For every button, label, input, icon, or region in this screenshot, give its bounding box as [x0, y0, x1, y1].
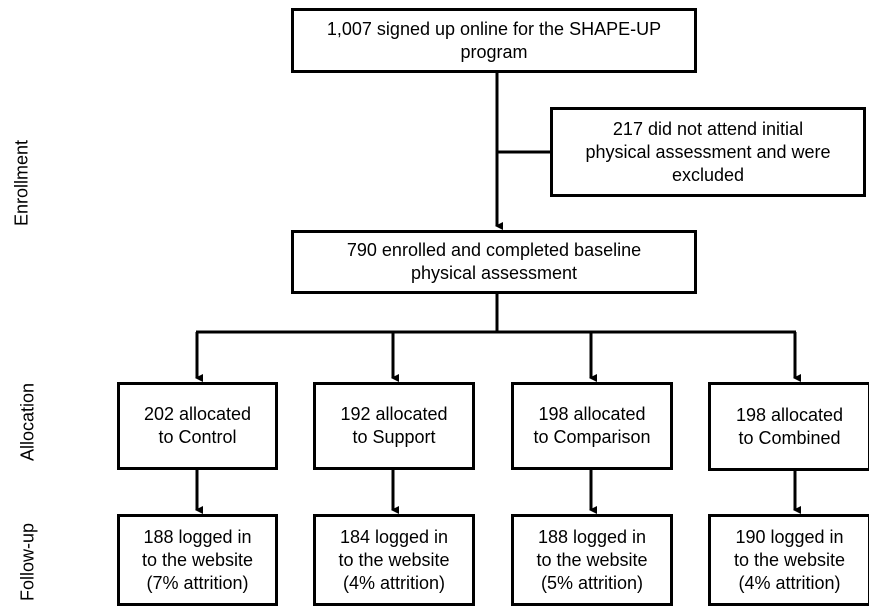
box-text: (5% attrition) — [540, 572, 644, 593]
box-text: to the website — [141, 549, 254, 570]
box-text: 1,007 signed up online for the SHAPE-UP — [326, 18, 662, 39]
box-text: 198 allocated — [735, 404, 844, 425]
flow-box: 198 allocated to Comparison — [511, 382, 673, 470]
box-text: to the website — [536, 549, 648, 570]
stage-label: Follow-up — [17, 522, 38, 602]
box-text: to the website — [733, 549, 846, 570]
flow-box: 1,007 signed up online for the SHAPE-UP p… — [291, 8, 697, 73]
box-text: 192 allocated — [340, 404, 448, 424]
box-text: (4% attrition) — [738, 572, 841, 593]
box-text: 184 logged in — [339, 526, 449, 547]
stage-label: Enrollment — [11, 139, 32, 227]
flow-box: 192 allocated to Support — [313, 382, 475, 470]
box-text: 190 logged in — [735, 526, 844, 547]
box-text: physical assessment and were — [585, 141, 831, 162]
flow-box: 184 logged in to the website (4% attrition… — [313, 514, 475, 606]
box-text: to Comparison — [533, 427, 651, 447]
box-text: excluded — [671, 164, 745, 185]
arrows — [195, 72, 801, 514]
box-text: to Control — [158, 427, 237, 447]
box-text: 202 allocated — [143, 404, 252, 424]
box-text: to the website — [338, 549, 450, 570]
box-text: 790 enrolled and completed baseline — [346, 240, 642, 260]
box-text: (7% attrition) — [146, 572, 249, 593]
box-text: 188 logged in — [143, 526, 252, 547]
box-text: 198 allocated — [538, 404, 646, 424]
flow-box: 188 logged in to the website (5% attrition… — [511, 514, 673, 606]
flow-box: 202 allocated to Control — [117, 382, 278, 470]
box-text: 217 did not attend initial — [612, 118, 804, 139]
box-text: to Combined — [738, 427, 841, 448]
box-text: 188 logged in — [537, 526, 647, 547]
box-text: to Support — [352, 427, 436, 447]
box-text: physical assessment — [410, 263, 578, 283]
flow-box: 217 did not attend initial physical asses… — [550, 107, 866, 197]
box-text: program — [460, 41, 528, 62]
flow-box: 188 logged in to the website (7% attrition… — [117, 514, 278, 606]
stage-label: Allocation — [17, 382, 38, 462]
flow-box: 198 allocated to Combined — [708, 382, 869, 471]
flow-box: 790 enrolled and completed baseline physi… — [291, 230, 697, 294]
flow-box: 190 logged in to the website (4% attrition… — [708, 514, 869, 606]
box-text: (4% attrition) — [342, 572, 446, 593]
